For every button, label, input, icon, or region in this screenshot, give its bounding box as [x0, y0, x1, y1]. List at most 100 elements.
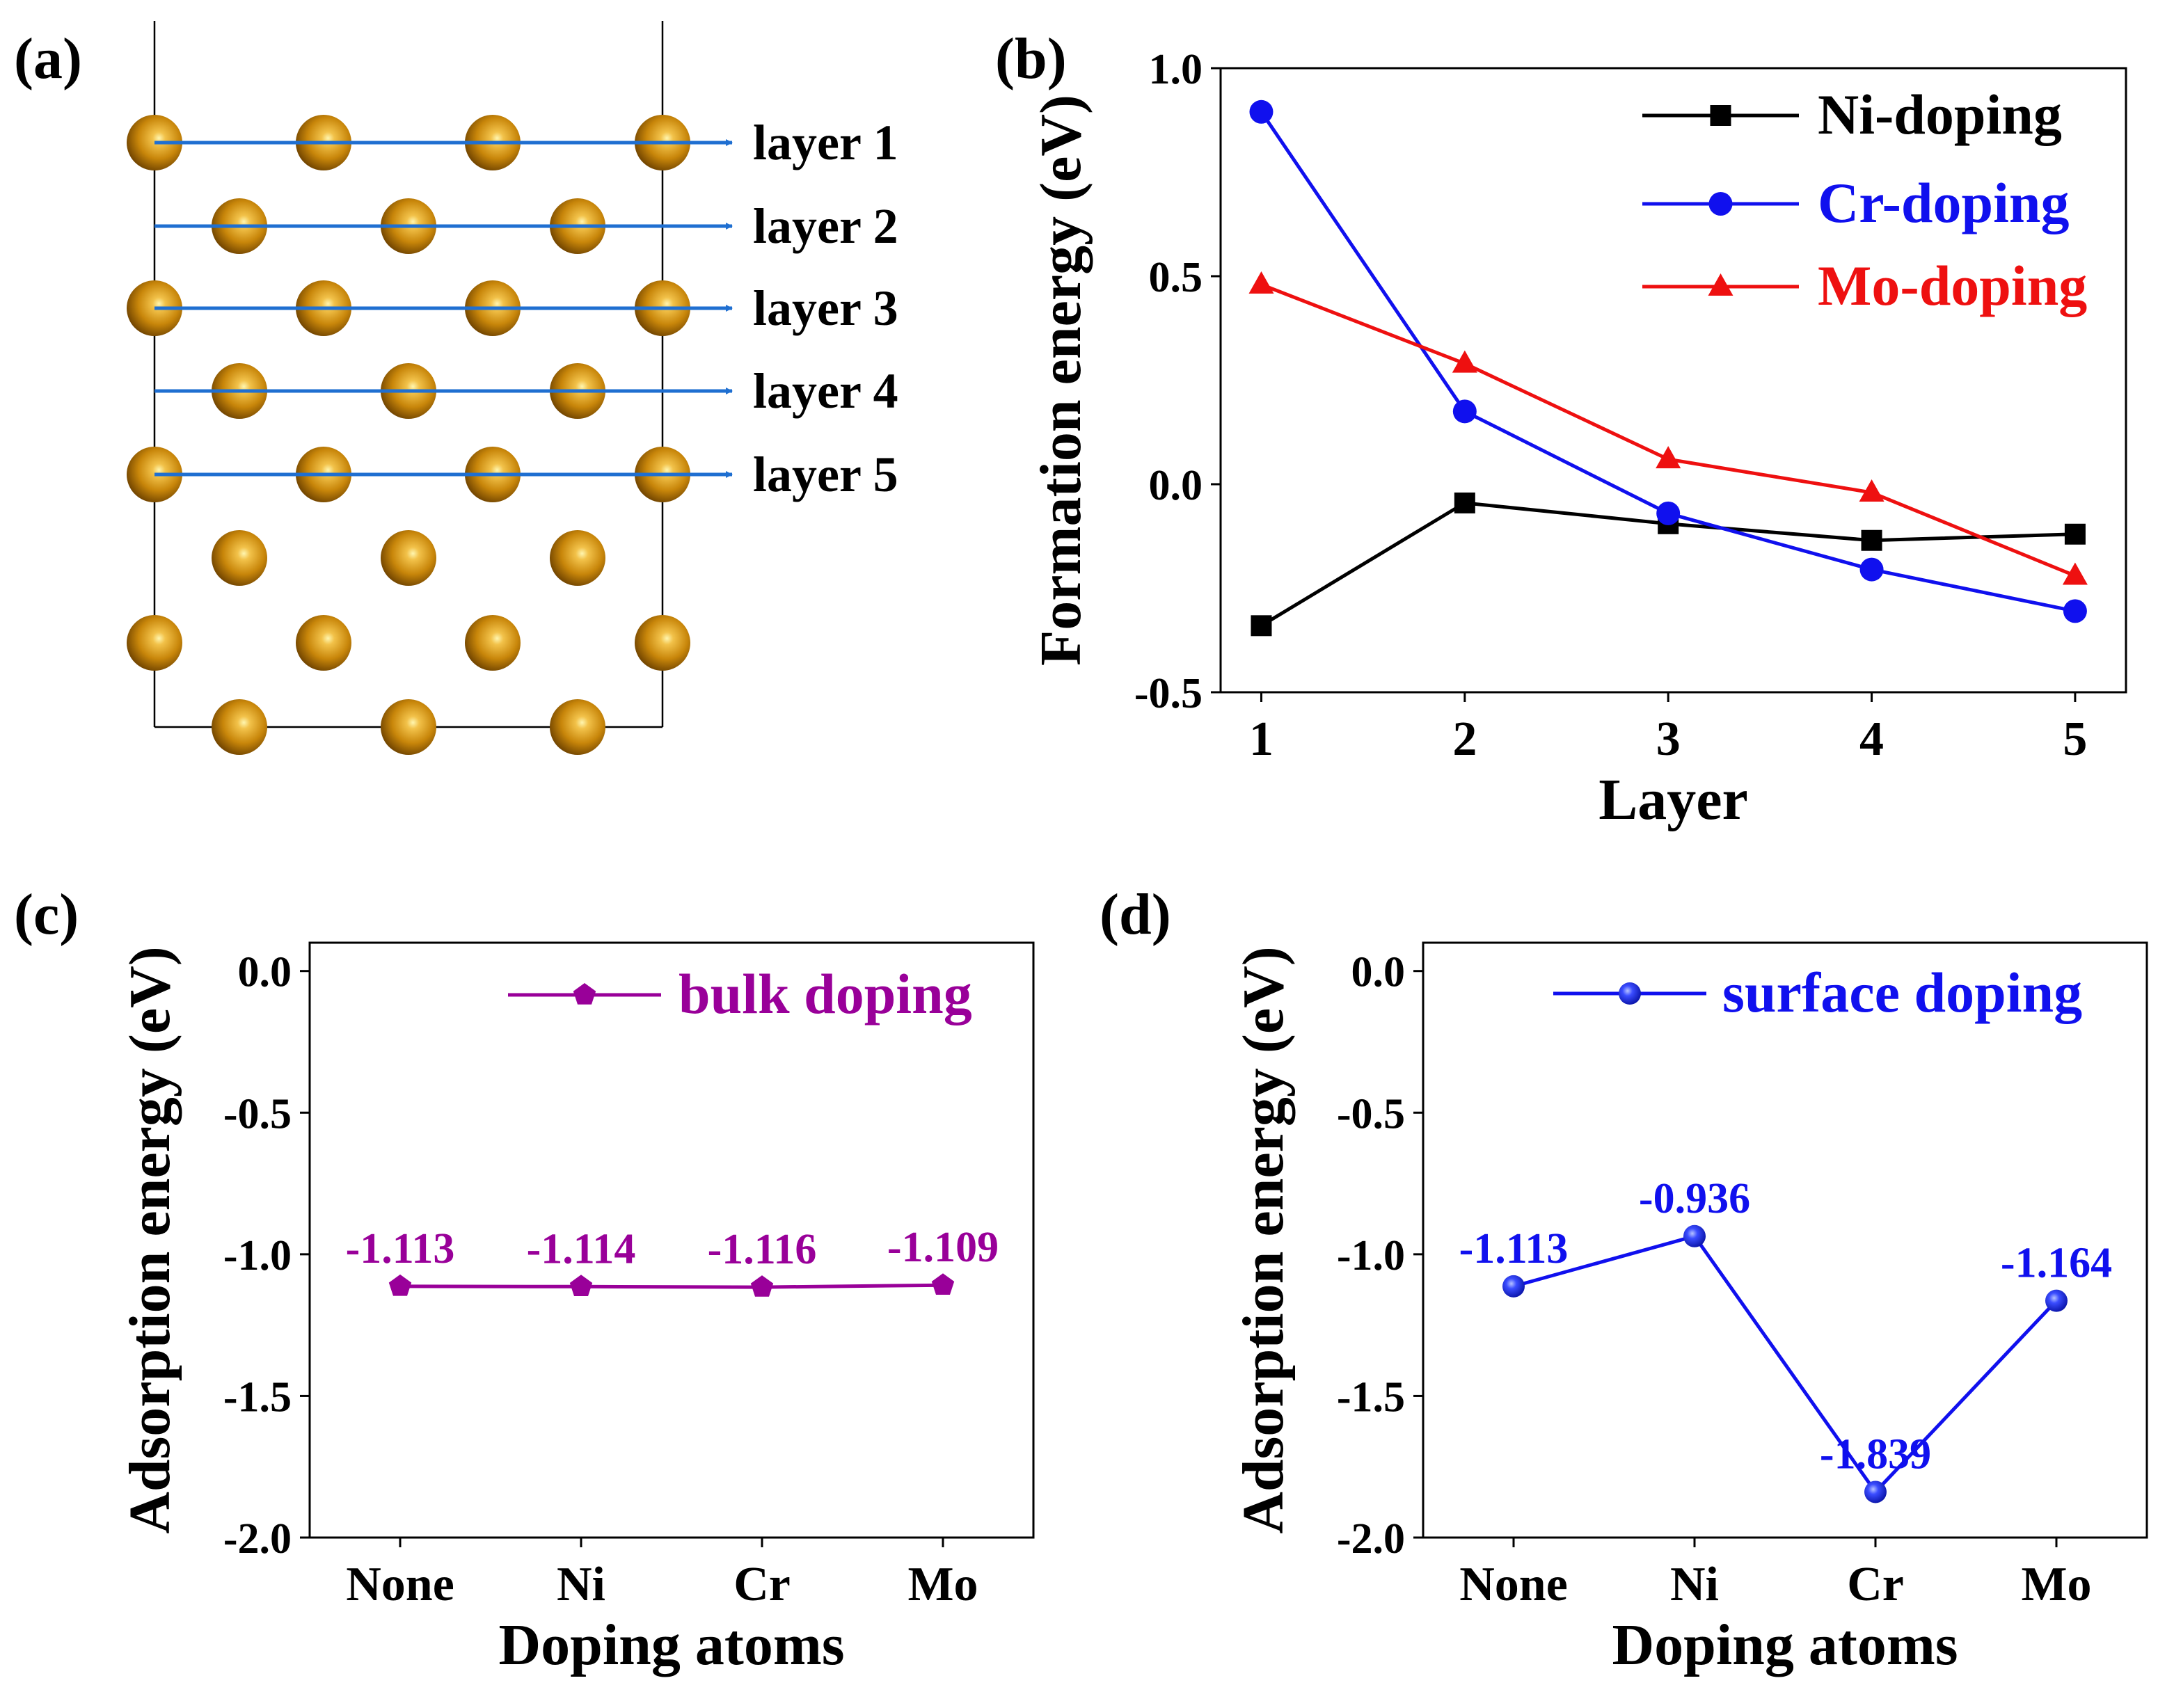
- data-label: -1.114: [527, 1225, 636, 1272]
- legend-label: Cr-doping: [1818, 171, 2069, 234]
- panel-d-label: (d): [1100, 882, 1171, 947]
- series-line: [1513, 1234, 2058, 1495]
- x-tick-label: 3: [1656, 712, 1681, 766]
- data-label: -1.164: [2001, 1240, 2112, 1287]
- y-tick-label: -0.5: [1134, 670, 1203, 717]
- atom: [212, 530, 267, 586]
- x-axis-title: Doping atoms: [1612, 1613, 1958, 1677]
- atom: [550, 699, 605, 755]
- data-point: [1454, 492, 1475, 513]
- x-tick-label: Mo: [907, 1558, 978, 1611]
- atom: [381, 530, 436, 586]
- series-mo-doping: [1248, 271, 2088, 585]
- y-tick-label: 0.5: [1149, 254, 1203, 301]
- data-point: [573, 983, 596, 1005]
- layer-label: layer 4: [753, 363, 898, 419]
- atom: [381, 699, 436, 755]
- atom: [212, 699, 267, 755]
- data-point: [1859, 479, 1885, 502]
- x-tick-label: Cr: [733, 1558, 791, 1611]
- layer-label: layer 1: [753, 115, 898, 170]
- atom: [127, 615, 182, 671]
- legend-entry: bulk doping: [508, 962, 972, 1025]
- y-tick-label: 0.0: [1351, 949, 1406, 996]
- data-point: [1656, 446, 1681, 469]
- y-tick-label: -1.0: [223, 1232, 292, 1279]
- data-point: [931, 1273, 955, 1295]
- data-point: [1864, 1480, 1887, 1503]
- legend-entry: Ni-doping: [1642, 83, 2062, 146]
- data-point: [1708, 273, 1733, 296]
- y-tick-label: -0.5: [223, 1090, 292, 1138]
- atom: [465, 615, 521, 671]
- x-tick-label: None: [346, 1558, 454, 1611]
- y-tick-label: -2.0: [223, 1515, 292, 1563]
- legend-entry: surface doping: [1553, 961, 2082, 1024]
- data-label: -1.839: [1820, 1430, 1931, 1478]
- data-point: [1452, 399, 1477, 424]
- data-point: [1251, 615, 1272, 637]
- data-point: [1708, 192, 1733, 216]
- data-point: [388, 1274, 412, 1296]
- data-point: [1619, 982, 1641, 1005]
- panel-d: (d) None Ni Cr Mo -2.0 -1.5 -1.0 -0.5 0.0 Doping …: [1100, 882, 2148, 1677]
- x-tick-label: Ni: [1670, 1558, 1719, 1611]
- data-point: [1683, 1224, 1706, 1247]
- layer-arrows: layer 1 layer 2 layer 3 layer 4 layer 5: [154, 115, 898, 502]
- layer-label: layer 2: [753, 198, 898, 254]
- panel-c-label: (c): [14, 882, 79, 947]
- series-line: [399, 1283, 944, 1289]
- series-cr-doping: [1249, 99, 2087, 623]
- layer-label: layer 3: [753, 280, 898, 336]
- data-point: [1248, 271, 1274, 294]
- data-label: -1.113: [346, 1225, 455, 1272]
- data-point: [2064, 523, 2086, 545]
- series-bulk-doping: -1.113 -1.114 -1.116 -1.109: [346, 1224, 999, 1297]
- atom: [550, 530, 605, 586]
- legend-label: surface doping: [1722, 961, 2082, 1024]
- panel-c: (c) None Ni Cr Mo -2.0 -1.5 -1.0 -0.5 0.0 Doping …: [14, 882, 1035, 1677]
- layer-label: layer 5: [753, 447, 898, 502]
- y-tick-label: -1.5: [1337, 1373, 1405, 1421]
- x-tick-label: Ni: [557, 1558, 605, 1611]
- x-tick-label: 5: [2063, 712, 2087, 766]
- atom: [296, 615, 351, 671]
- data-point: [1249, 99, 1274, 124]
- y-tick-label: -0.5: [1337, 1090, 1405, 1138]
- legend-label: bulk doping: [679, 962, 972, 1025]
- x-axis-title: Doping atoms: [498, 1613, 844, 1677]
- atom-lattice: [127, 115, 690, 755]
- y-tick-label: -1.5: [223, 1373, 292, 1421]
- x-tick-label: 1: [1249, 712, 1274, 766]
- data-label: -1.109: [887, 1224, 999, 1271]
- panel-a-label: (a): [14, 26, 82, 91]
- data-point: [1861, 529, 1882, 551]
- legend-entry: Mo-doping: [1642, 254, 2087, 317]
- data-label: -0.936: [1639, 1175, 1750, 1222]
- atom: [635, 615, 690, 671]
- data-point: [1452, 350, 1477, 373]
- data-point: [1859, 557, 1884, 582]
- data-point: [2062, 562, 2088, 585]
- y-tick-label: -2.0: [1337, 1515, 1405, 1563]
- legend-label: Mo-doping: [1818, 254, 2087, 317]
- data-point: [1656, 501, 1681, 525]
- data-point: [2045, 1289, 2068, 1312]
- plot-frame: [1422, 941, 2148, 1539]
- x-tick-label: None: [1459, 1558, 1568, 1611]
- y-axis-title: Formation energy (eV): [1029, 95, 1093, 666]
- panel-b-label: (b): [995, 26, 1067, 91]
- series-surface-doping: -1.113 -0.936 -1.839 -1.164: [1459, 1175, 2112, 1503]
- panel-a: (a) layer 1 layer 2 layer 3 layer 4 layer 5: [14, 21, 898, 755]
- legend-label: Ni-doping: [1818, 83, 2062, 146]
- data-point: [2063, 599, 2087, 623]
- data-label: -1.113: [1459, 1225, 1569, 1272]
- x-tick-label: Mo: [2021, 1558, 2091, 1611]
- x-tick-label: Cr: [1847, 1558, 1904, 1611]
- y-tick-label: 0.0: [1149, 462, 1203, 509]
- plot-frame: [308, 941, 1035, 1539]
- y-tick-label: 1.0: [1149, 46, 1203, 93]
- y-axis-title: Adsorption energy (eV): [118, 946, 182, 1534]
- data-point: [750, 1275, 774, 1297]
- y-tick-label: -1.0: [1337, 1232, 1405, 1279]
